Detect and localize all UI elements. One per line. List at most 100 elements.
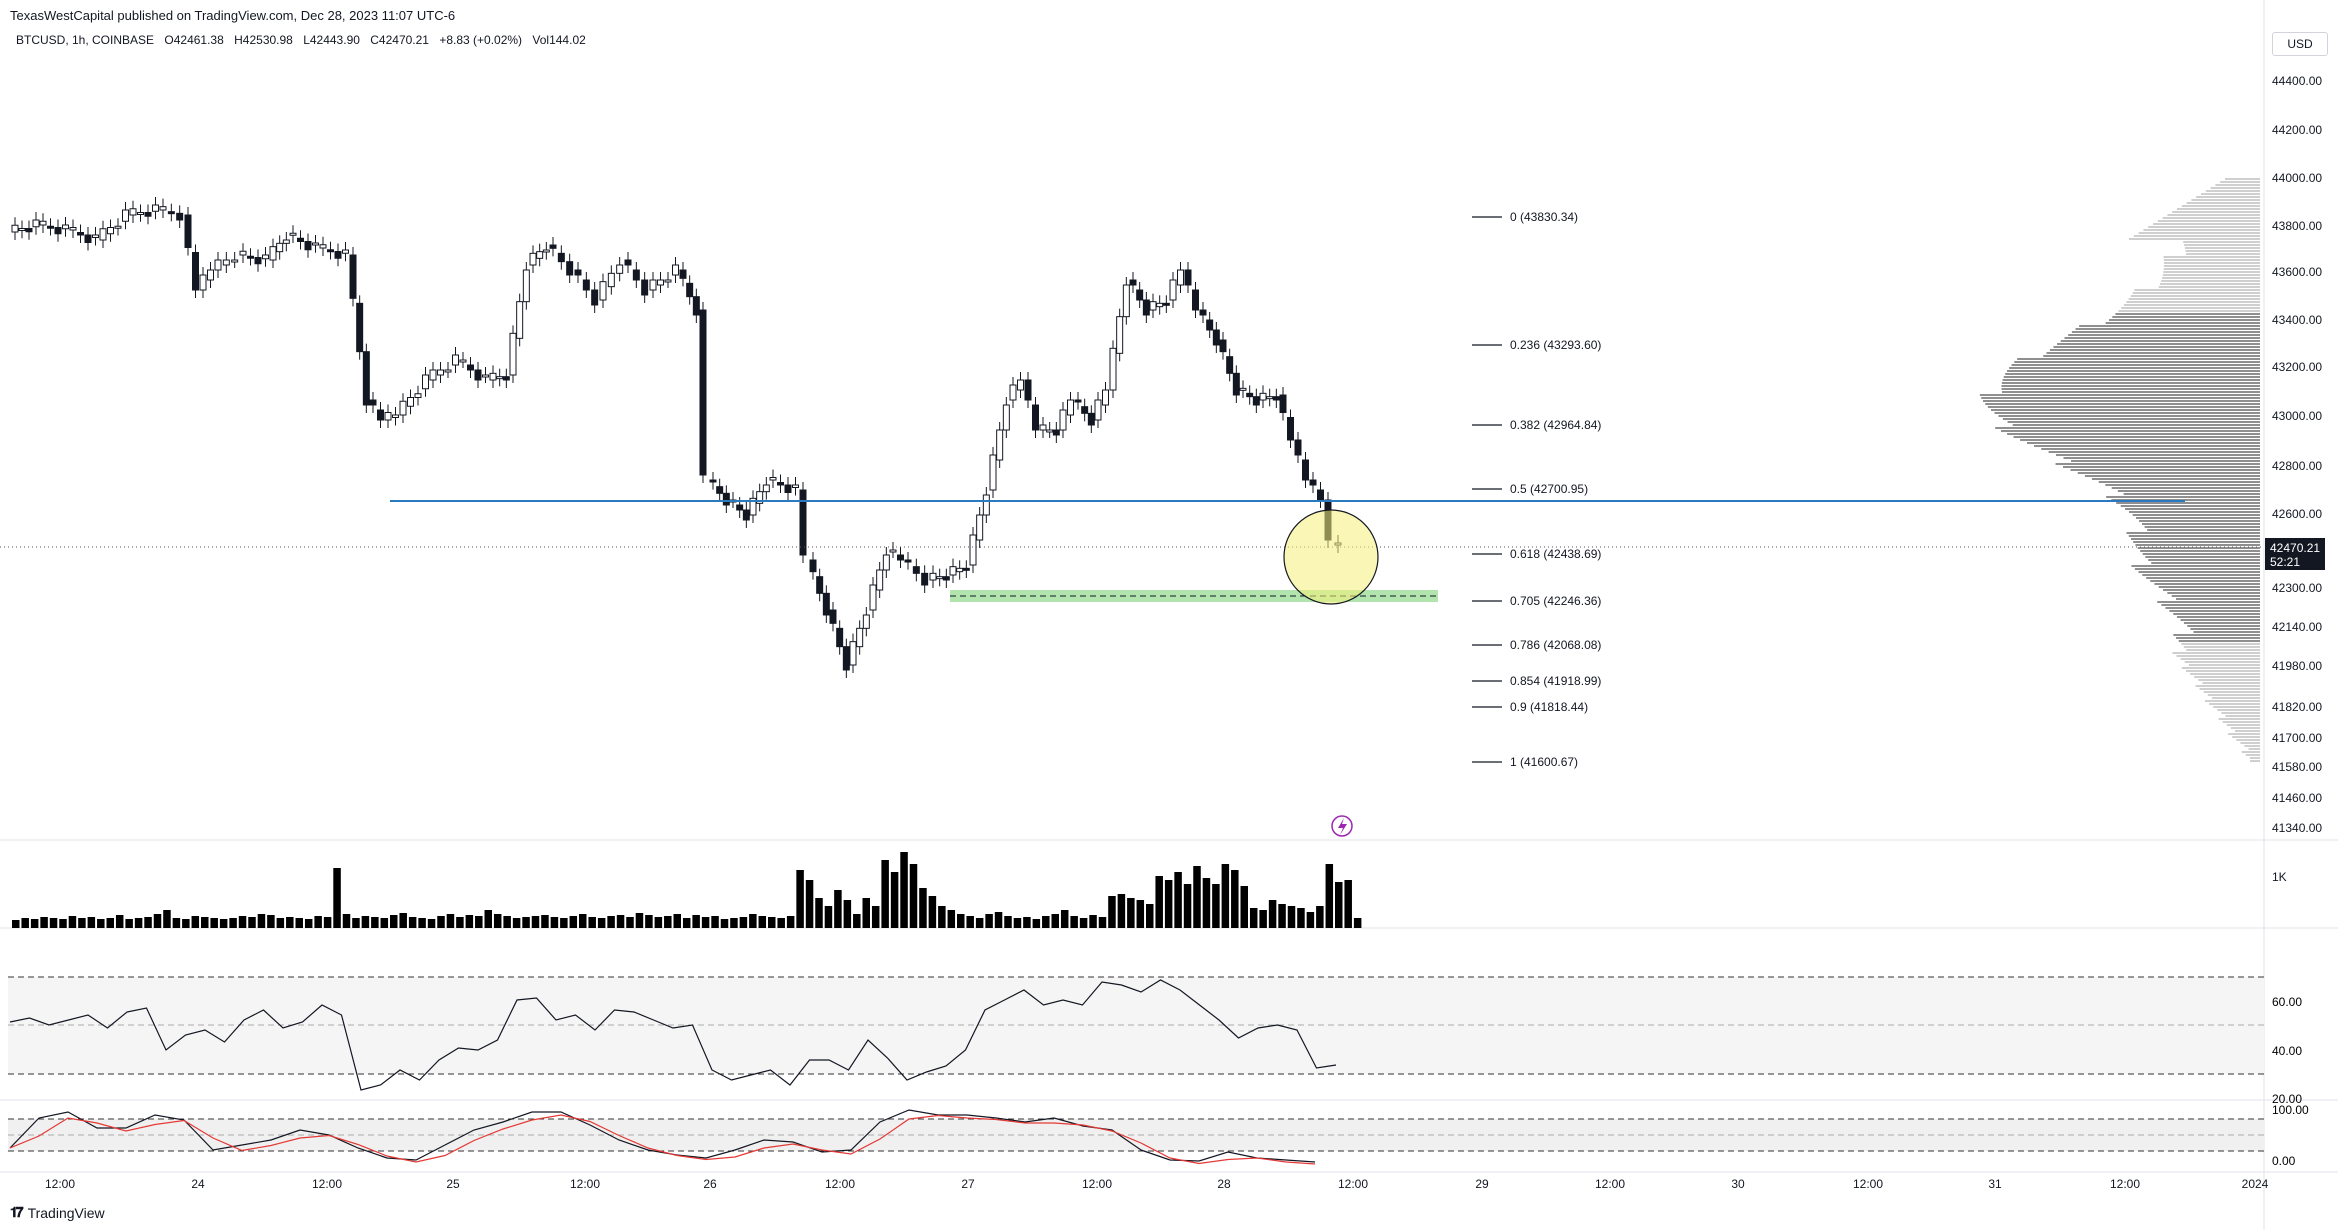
profile-bar bbox=[2120, 505, 2260, 507]
volume-bar bbox=[1117, 894, 1126, 928]
profile-bar bbox=[2137, 547, 2260, 549]
price-tick: 41340.00 bbox=[2272, 821, 2322, 835]
candle bbox=[777, 482, 784, 486]
candle bbox=[356, 302, 364, 353]
profile-bar bbox=[2041, 448, 2260, 450]
profile-bar bbox=[2167, 592, 2260, 594]
profile-bar bbox=[2175, 598, 2260, 600]
candle bbox=[32, 219, 40, 228]
profile-bar bbox=[2201, 193, 2260, 195]
candle bbox=[664, 279, 672, 283]
profile-bar bbox=[2244, 745, 2260, 747]
ohlc-close: C42470.21 bbox=[370, 33, 429, 47]
profile-bar bbox=[2002, 418, 2260, 420]
volume-bar bbox=[966, 916, 974, 928]
profile-bar bbox=[2129, 238, 2260, 240]
lightning-alert-icon[interactable] bbox=[1331, 815, 1353, 837]
price-tick: 41460.00 bbox=[2272, 791, 2322, 805]
candle bbox=[62, 224, 69, 230]
candle bbox=[936, 576, 944, 580]
volume-bar bbox=[333, 868, 341, 928]
profile-bar bbox=[2222, 721, 2260, 723]
candle bbox=[1246, 392, 1254, 398]
candle bbox=[176, 212, 184, 221]
candle bbox=[1009, 384, 1017, 401]
profile-bar bbox=[2183, 646, 2260, 648]
candle bbox=[1294, 439, 1302, 456]
profile-bar bbox=[2148, 226, 2260, 228]
volume-bar bbox=[257, 914, 266, 928]
candle bbox=[1017, 379, 1024, 391]
time-tick: 31 bbox=[1988, 1177, 2002, 1191]
profile-bar bbox=[1995, 427, 2260, 429]
candle bbox=[1136, 289, 1144, 301]
candle bbox=[1239, 387, 1247, 391]
profile-bar bbox=[2140, 550, 2260, 552]
profile-bar bbox=[2225, 715, 2260, 717]
candle bbox=[722, 492, 730, 506]
profile-bar bbox=[2151, 562, 2260, 564]
profile-bar bbox=[2186, 670, 2260, 672]
profile-bar bbox=[2013, 436, 2260, 438]
candle bbox=[1094, 399, 1102, 421]
profile-bar bbox=[2249, 757, 2260, 759]
symbol-legend[interactable]: BTCUSD, 1h, COINBASE O42461.38 H42530.98… bbox=[16, 33, 593, 47]
currency-button[interactable]: USD bbox=[2272, 32, 2328, 56]
volume-bar bbox=[701, 917, 710, 928]
time-tick: 30 bbox=[1731, 1177, 1745, 1191]
volume-bar bbox=[1353, 918, 1362, 928]
profile-bar bbox=[2191, 199, 2260, 201]
candle bbox=[159, 206, 167, 211]
volume-bar bbox=[758, 916, 767, 928]
volume-bar bbox=[843, 900, 852, 928]
candle bbox=[929, 572, 937, 581]
profile-bar bbox=[2091, 478, 2260, 480]
volume-bar bbox=[229, 918, 237, 928]
volume-bar bbox=[654, 917, 663, 928]
volume-bar bbox=[1127, 898, 1135, 928]
fibonacci-retracement[interactable]: 0 (43830.34) 0.236 (43293.60) 0.382 (42964… bbox=[1472, 210, 1601, 769]
candle bbox=[312, 242, 319, 246]
candle bbox=[649, 279, 657, 291]
profile-bar bbox=[1994, 412, 2260, 414]
tradingview-brand[interactable]: 𝟏𝟕 TradingView bbox=[10, 1204, 105, 1221]
highlight-circle[interactable] bbox=[1283, 509, 1379, 605]
candle bbox=[641, 279, 649, 296]
candle bbox=[319, 244, 327, 249]
profile-bar bbox=[2248, 748, 2260, 750]
volume-bar bbox=[267, 915, 275, 928]
volume-bar bbox=[768, 917, 776, 928]
profile-bar bbox=[2202, 682, 2260, 684]
profile-bar bbox=[2240, 742, 2260, 744]
volume-bar bbox=[304, 919, 313, 928]
profile-bar bbox=[2121, 307, 2260, 309]
volume-bar bbox=[1335, 882, 1343, 928]
candle bbox=[969, 534, 977, 566]
candle bbox=[912, 566, 920, 574]
profile-bar bbox=[2180, 658, 2260, 660]
price-scale[interactable]: 44400.00 44200.00 44000.00 43800.00 43600.00… bbox=[2272, 74, 2322, 835]
time-axis[interactable]: 12:00 24 12:00 25 12:00 26 12:00 27 12:00 28 12:00… bbox=[45, 1177, 2269, 1191]
volume-bar bbox=[588, 917, 596, 928]
volume-bar bbox=[1004, 916, 1012, 928]
volume-bar bbox=[172, 918, 181, 928]
symbol-name[interactable]: BTCUSD, 1h, COINBASE bbox=[16, 33, 155, 47]
candle bbox=[392, 414, 399, 418]
candle bbox=[459, 359, 467, 363]
candle bbox=[591, 289, 599, 306]
volume-bar bbox=[1287, 906, 1296, 928]
candle bbox=[207, 269, 214, 281]
profile-bar bbox=[2226, 724, 2260, 726]
candle bbox=[276, 242, 284, 253]
profile-bar bbox=[2171, 595, 2260, 597]
profile-bar bbox=[2195, 685, 2260, 687]
profile-bar bbox=[2063, 466, 2260, 468]
profile-bar bbox=[2003, 376, 2260, 378]
candle bbox=[1102, 389, 1109, 406]
volume-bar bbox=[1240, 886, 1248, 928]
time-tick: 12:00 bbox=[1082, 1177, 1112, 1191]
volume-bar bbox=[512, 918, 521, 928]
candle bbox=[129, 208, 137, 216]
profile-bar bbox=[2141, 523, 2260, 525]
